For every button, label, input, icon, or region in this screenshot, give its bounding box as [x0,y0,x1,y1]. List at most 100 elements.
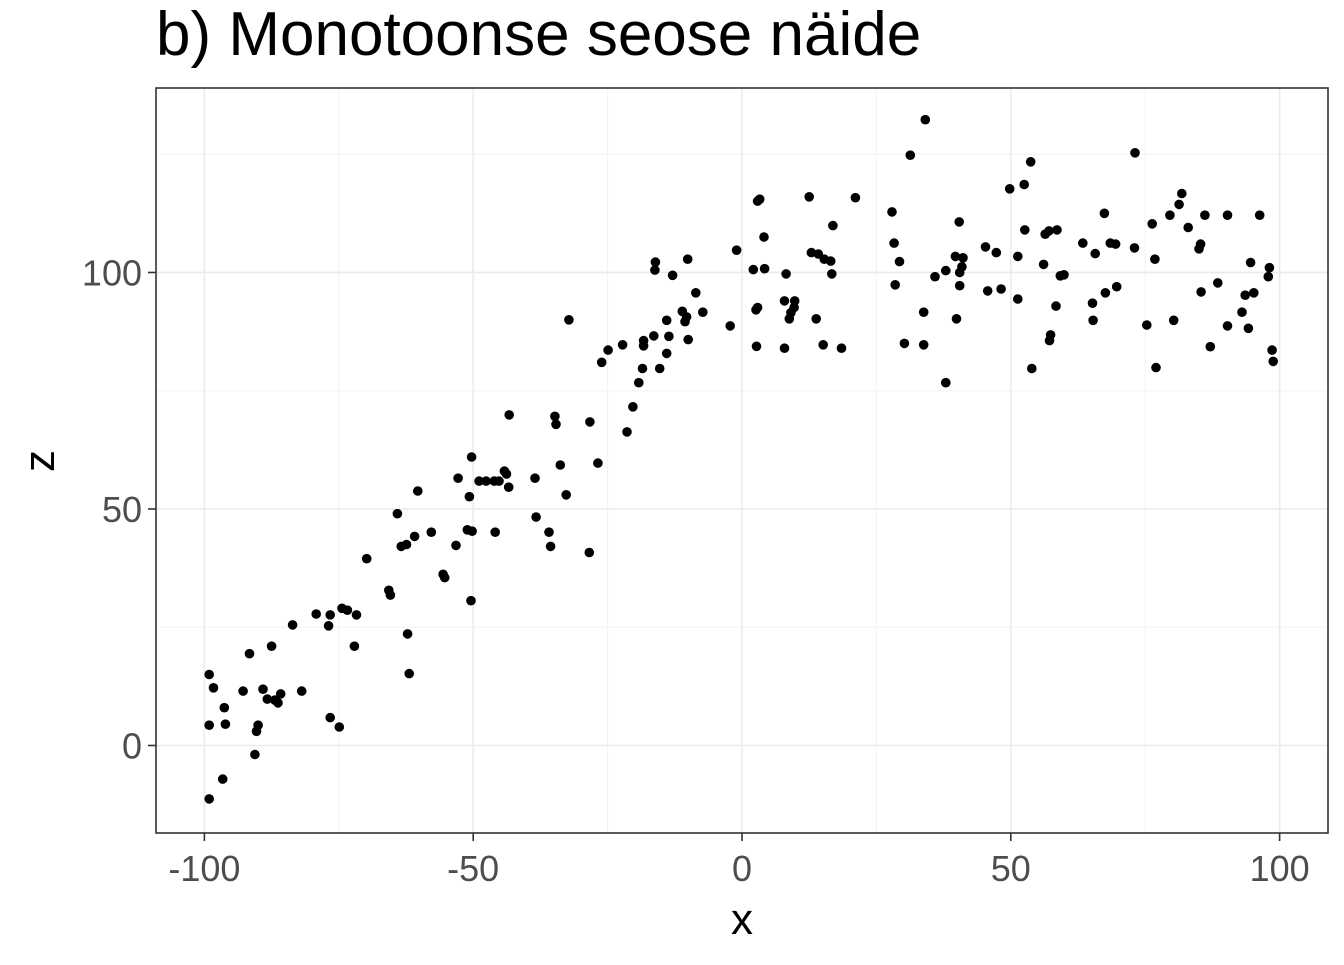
scatter-point [208,683,219,693]
scatter-point [1205,341,1216,352]
scatter-point [1200,210,1210,220]
axis-ticks: -100 -50 0 50 100 0 50 100 [82,252,1310,889]
scatter-point [918,307,929,318]
scatter-point [991,247,1002,258]
y-tick-label: 50 [102,489,142,530]
scatter-point [426,527,437,537]
scatter-point [585,417,595,427]
x-tick-label: -50 [447,848,499,889]
scatter-point [681,312,692,322]
scatter-point [409,531,420,542]
scatter-point [1237,307,1247,318]
scatter-point [1100,288,1111,298]
scatter-point [467,526,477,536]
scatter-point [238,686,248,696]
x-tick-label: 100 [1250,848,1310,889]
scatter-point [1254,210,1265,220]
scatter-point [596,357,607,368]
scatter-point [683,334,693,345]
scatter-point [1110,239,1121,249]
scatter-point [905,150,916,160]
scatter-point [273,698,283,708]
scatter-point [545,541,556,552]
scatter-point [250,749,260,760]
scatter-point [628,402,638,412]
scatter-point [1013,251,1023,262]
scatter-point [1025,157,1036,167]
scatter-point [637,363,648,374]
scatter-point [1078,238,1088,248]
y-tick-label: 0 [122,725,142,766]
scatter-point [1150,254,1160,264]
scatter-point [918,340,929,350]
scatter-point [920,114,931,125]
scatter-point [930,271,940,282]
scatter-point [474,476,484,486]
scatter-point [781,269,791,279]
scatter-point [1059,270,1069,280]
scatter-point [266,641,277,651]
x-tick-label: 0 [732,848,752,889]
scatter-point [551,419,561,430]
scatter-point [818,340,828,350]
scatter-point [275,689,286,699]
scatter-point [951,314,962,324]
scatter-point [759,232,769,242]
scatter-point [698,307,708,318]
scatter-point [890,280,900,290]
scatter-point [466,452,477,462]
scatter-point [593,458,603,468]
scatter-point [401,539,412,550]
scatter-point [262,694,273,704]
scatter-point [731,245,742,255]
scatter-point [982,286,993,296]
scatter-point [825,256,836,266]
scatter-point [752,302,763,313]
scatter-point [503,482,514,493]
scatter-point [451,540,461,551]
x-tick-label: 50 [991,848,1031,889]
scatter-point [287,620,298,630]
chart-title: b) Monotoonse seose näide [156,0,922,69]
scatter-point [217,774,228,784]
scatter-point [1222,321,1233,331]
scatter-point [351,610,362,620]
scatter-point [958,252,968,263]
scatter-point [1129,243,1140,253]
scatter-point [1088,315,1098,326]
scatter-point [1263,271,1274,282]
scatter-point [1087,298,1098,309]
scatter-point [1020,225,1030,235]
scatter-point [725,321,735,331]
scatter-point [494,476,504,486]
scatter-point [894,256,905,267]
scatter-point [649,331,659,341]
scatter-point [1099,208,1110,219]
scatter-point [555,460,566,470]
scatter-point [544,527,554,537]
scatter-point [504,410,514,420]
scatter-point [638,335,649,346]
scatter-point [980,242,991,252]
scatter-point [828,220,838,231]
scatter-point [530,473,540,484]
scatter-point [481,476,491,486]
scatter-point [950,251,961,262]
scatter-point [361,553,372,564]
scatter-point [219,702,230,713]
scatter-point [1267,345,1277,355]
scatter-point [664,331,674,342]
scatter-point [1004,184,1015,194]
scatter-point [323,621,334,631]
scatter-point [204,669,214,680]
scatter-point [1213,278,1223,288]
scatter-point [603,345,613,355]
scatter-point [1245,257,1256,268]
scatter-point [531,512,541,522]
scatter-point [1268,356,1278,367]
scatter-point [941,377,951,388]
scatter-point [1168,315,1179,326]
scatter-point [404,668,415,679]
scatter-point [887,207,897,217]
